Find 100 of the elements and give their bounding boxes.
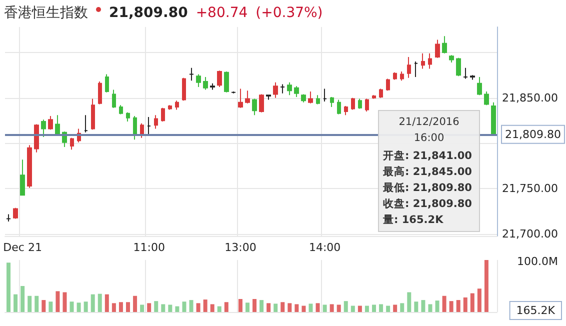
candlestick bbox=[400, 71, 404, 82]
candlestick bbox=[421, 52, 425, 70]
candlestick bbox=[358, 98, 362, 110]
x-tick-label: 14:00 bbox=[308, 241, 341, 254]
y-tick-label: 21,700.00 bbox=[502, 228, 558, 241]
candlestick bbox=[168, 104, 172, 110]
bar bbox=[140, 304, 144, 312]
bar bbox=[48, 302, 53, 312]
x-tick-label: Dec 21 bbox=[3, 241, 42, 254]
candlestick bbox=[48, 116, 53, 130]
candlestick bbox=[442, 36, 447, 54]
candlestick bbox=[386, 78, 390, 92]
candlestick bbox=[84, 114, 88, 133]
candlestick bbox=[27, 144, 32, 188]
ref-line-label: 21,809.80 bbox=[505, 128, 561, 141]
bar bbox=[56, 291, 60, 312]
bar bbox=[126, 302, 130, 312]
candlestick bbox=[217, 70, 222, 88]
candlestick bbox=[301, 94, 306, 103]
bar bbox=[224, 302, 228, 312]
bar bbox=[189, 300, 194, 312]
text: 100.0M bbox=[517, 255, 558, 268]
bar bbox=[294, 304, 299, 312]
bar bbox=[238, 299, 242, 312]
bar bbox=[118, 302, 123, 312]
bar bbox=[90, 294, 95, 312]
bar bbox=[252, 299, 257, 312]
bar bbox=[322, 304, 327, 312]
x-tick-label: 11:00 bbox=[133, 241, 165, 254]
candlestick bbox=[210, 82, 215, 90]
bar bbox=[456, 300, 460, 312]
candlestick bbox=[224, 71, 229, 93]
candlestick bbox=[13, 207, 18, 220]
candlestick bbox=[491, 102, 496, 135]
y-tick-label: 21,850.00 bbox=[502, 91, 558, 104]
bar bbox=[470, 293, 474, 312]
bar bbox=[350, 306, 355, 312]
candlestick bbox=[456, 57, 461, 77]
bar bbox=[20, 286, 25, 312]
candlestick bbox=[470, 74, 475, 80]
candlestick bbox=[231, 91, 236, 94]
candlestick bbox=[280, 84, 285, 94]
candlestick bbox=[105, 74, 109, 93]
bar bbox=[435, 300, 440, 312]
candlestick bbox=[252, 98, 257, 116]
bar bbox=[182, 302, 186, 312]
candlestick bbox=[34, 124, 39, 153]
bar bbox=[217, 306, 222, 312]
bar bbox=[421, 300, 426, 312]
candlestick bbox=[6, 214, 11, 222]
bar bbox=[168, 304, 172, 312]
bar bbox=[196, 303, 200, 312]
bar bbox=[449, 301, 454, 312]
bar bbox=[372, 304, 376, 312]
candlestick bbox=[463, 67, 468, 80]
text: 21,809.80 bbox=[109, 5, 188, 21]
bar bbox=[280, 302, 285, 312]
candlestick bbox=[182, 77, 186, 102]
bar bbox=[428, 304, 432, 312]
bar bbox=[84, 302, 88, 312]
bar bbox=[308, 304, 313, 312]
candlestick bbox=[407, 56, 411, 78]
annotation: 最高: 21,845.00 bbox=[383, 164, 473, 180]
bar bbox=[112, 303, 116, 312]
bar bbox=[364, 306, 369, 312]
bar bbox=[28, 296, 32, 312]
text: (+0.37%) bbox=[256, 5, 323, 21]
annotation: 最低: 21,809.80 bbox=[383, 181, 473, 196]
candlestick bbox=[294, 86, 299, 98]
text: 165.2K bbox=[516, 304, 556, 317]
candlestick bbox=[238, 88, 243, 108]
bar bbox=[98, 294, 102, 312]
candlestick bbox=[259, 94, 264, 113]
bar bbox=[147, 303, 152, 312]
candlestick bbox=[133, 116, 137, 140]
candlestick bbox=[316, 94, 320, 105]
x-tick-label: 13:00 bbox=[224, 241, 256, 254]
candlestick bbox=[372, 94, 376, 100]
bar bbox=[477, 288, 482, 312]
candlestick bbox=[330, 96, 334, 108]
candlestick bbox=[393, 72, 397, 80]
bar bbox=[266, 303, 271, 312]
candlestick bbox=[435, 39, 440, 58]
candlestick bbox=[126, 112, 130, 122]
bar bbox=[400, 303, 404, 312]
candlestick bbox=[154, 114, 158, 130]
bar bbox=[104, 294, 109, 312]
candlestick bbox=[41, 119, 46, 138]
bar bbox=[463, 297, 468, 312]
bar bbox=[42, 300, 46, 312]
bar bbox=[260, 300, 264, 312]
annotation: 收盘: 21,809.80 bbox=[383, 197, 473, 212]
bar bbox=[14, 294, 18, 312]
candlestick bbox=[428, 52, 432, 70]
bar bbox=[203, 300, 208, 312]
candlestick bbox=[70, 137, 74, 150]
candlestick bbox=[484, 91, 489, 106]
bar bbox=[245, 302, 250, 312]
candlestick bbox=[147, 116, 151, 137]
bar bbox=[302, 306, 306, 312]
